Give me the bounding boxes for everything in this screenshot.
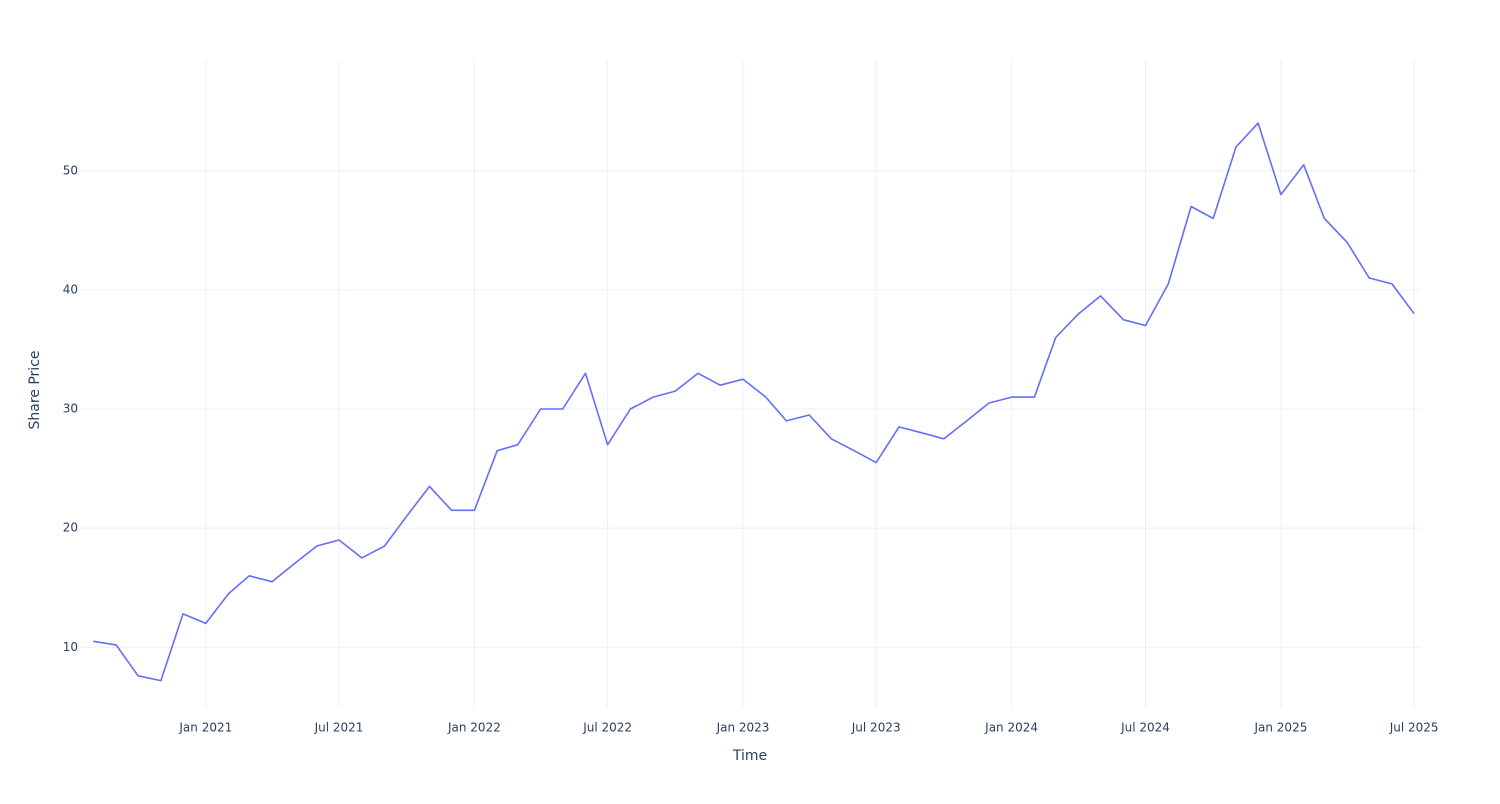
x-tick-label: Jul 2021 — [314, 721, 364, 735]
y-tick-label: 50 — [63, 163, 78, 177]
x-tick-label: Jan 2025 — [1253, 721, 1307, 735]
y-tick-label: 30 — [63, 402, 78, 416]
x-tick-label: Jan 2024 — [984, 721, 1038, 735]
price-line — [93, 122, 1415, 682]
y-tick-label: 40 — [63, 282, 78, 296]
x-tick-label: Jan 2023 — [716, 721, 770, 735]
x-tick-label: Jul 2022 — [582, 721, 632, 735]
y-axis-label: Share Price — [27, 350, 43, 429]
x-tick-label: Jan 2021 — [178, 721, 232, 735]
x-tick-label: Jan 2022 — [447, 721, 501, 735]
x-axis-label: Time — [732, 748, 767, 764]
x-tick-label: Jul 2025 — [1389, 721, 1439, 735]
x-tick-label: Jul 2024 — [1120, 721, 1170, 735]
y-tick-label: 20 — [63, 521, 78, 535]
x-tick-label: Jul 2023 — [851, 721, 901, 735]
y-tick-label: 10 — [63, 640, 78, 654]
